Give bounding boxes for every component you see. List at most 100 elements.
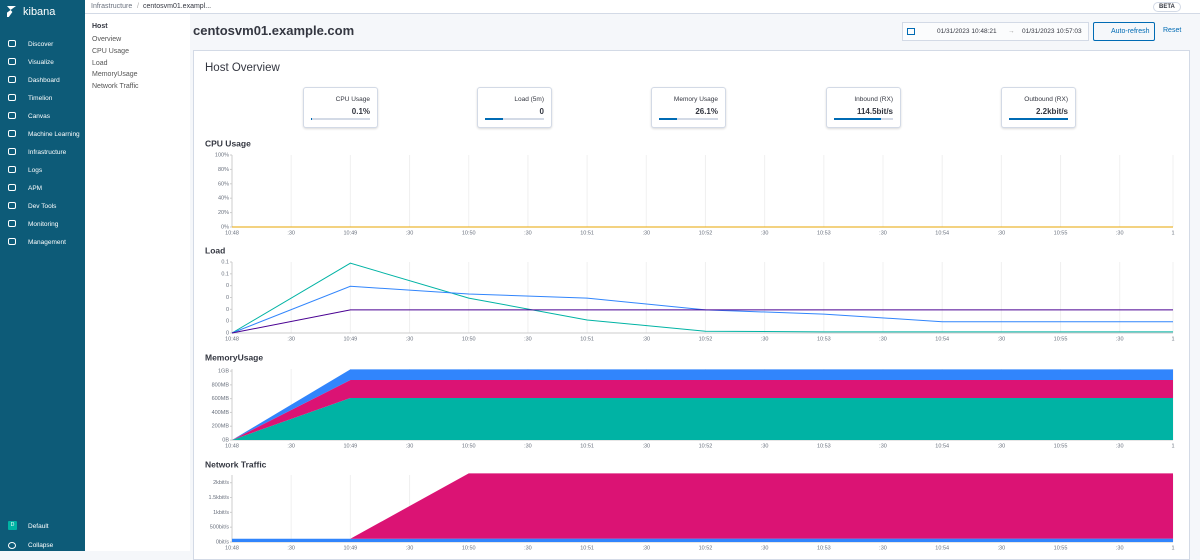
y-tick-label: 2kbit/s — [213, 480, 229, 486]
x-tick-label: 10:49 — [343, 336, 357, 342]
line — [231, 262, 1173, 334]
x-tick-label: :30 — [761, 336, 769, 342]
x-tick-label: :30 — [406, 336, 414, 342]
x-tick-label: :30 — [406, 230, 414, 236]
x-tick-label: 10:55 — [1054, 336, 1068, 342]
nav-icon — [8, 130, 16, 137]
subnav-item[interactable]: Overview — [92, 36, 122, 43]
subnav-item[interactable]: Load — [92, 59, 108, 67]
x-tick-label: :30 — [879, 336, 887, 342]
x-tick-label: 1 — [1171, 336, 1174, 342]
x-tick-label: :30 — [879, 443, 887, 449]
nav-item[interactable]: Management — [28, 239, 66, 246]
nav-item[interactable]: Machine Learning — [28, 131, 80, 138]
y-tick-label: 0B — [222, 437, 229, 443]
nav-item[interactable]: Discover — [28, 41, 54, 48]
x-tick-label: :30 — [1116, 545, 1124, 551]
metric-bar — [311, 118, 312, 120]
y-tick-label: 0 — [226, 307, 229, 313]
nav-item[interactable]: Dev Tools — [28, 203, 57, 210]
chart-title: Network Traffic — [205, 459, 267, 469]
x-tick-label: :30 — [287, 336, 295, 342]
nav-item[interactable]: Infrastructure — [28, 149, 67, 156]
x-tick-label: :30 — [287, 443, 295, 449]
y-tick-label: 400MB — [212, 410, 230, 416]
metric-bar — [1009, 118, 1068, 120]
space-label[interactable]: Default — [28, 523, 49, 530]
metric-card: Memory Usage 26.1% — [651, 87, 726, 128]
reset-button[interactable]: Reset — [1163, 27, 1182, 34]
x-tick-label: 10:53 — [817, 336, 831, 342]
y-tick-label: 600MB — [212, 396, 230, 402]
y-tick-label: 0.1 — [221, 259, 229, 265]
metric-bar — [834, 118, 882, 120]
separator: / — [137, 3, 139, 10]
subnav-item[interactable]: Network Traffic — [92, 83, 139, 91]
nav-item[interactable]: Dashboard — [28, 77, 60, 84]
area — [232, 380, 1173, 440]
sub-nav: Host Overview CPU Usage Load MemoryUsage Net… — [85, 14, 190, 551]
nav-icon — [8, 76, 16, 83]
x-tick-label: 10:53 — [817, 545, 831, 551]
nav-item[interactable]: Visualize — [28, 59, 54, 66]
metric-value: 26.1% — [695, 107, 718, 116]
x-tick-label: 10:53 — [817, 443, 831, 449]
date-picker[interactable]: 01/31/2023 10:48:21 → 01/31/2023 10:57:0… — [902, 22, 1089, 41]
y-tick-label: 0 — [226, 319, 229, 325]
x-tick-label: 10:50 — [462, 443, 476, 449]
x-tick-label: :30 — [998, 230, 1006, 236]
x-tick-label: 10:52 — [699, 230, 713, 236]
x-tick-label: :30 — [406, 443, 414, 449]
page-title: centosvm01.example.com — [193, 23, 355, 38]
calendar-icon[interactable] — [907, 28, 915, 35]
nav-item[interactable]: Timelion — [28, 95, 53, 102]
nav-icon — [8, 94, 16, 101]
space-badge[interactable]: D — [8, 521, 17, 530]
x-tick-label: :30 — [287, 545, 295, 551]
y-tick-label: 0 — [226, 283, 229, 289]
x-tick-label: 10:48 — [225, 336, 239, 342]
nav-item[interactable]: Logs — [28, 167, 43, 174]
x-tick-label: 10:48 — [225, 443, 239, 449]
x-tick-label: 10:55 — [1054, 230, 1068, 236]
x-tick-label: 10:54 — [935, 230, 949, 236]
x-tick-label: 10:55 — [1054, 443, 1068, 449]
metric-card: Inbound (RX) 114.5bit/s — [826, 87, 901, 128]
y-tick-label: 40% — [218, 196, 229, 202]
x-tick-label: 10:51 — [580, 545, 594, 551]
collapse[interactable]: Collapse — [28, 542, 54, 549]
metric-bar — [659, 118, 677, 120]
area — [232, 369, 1173, 440]
x-tick-label: 10:48 — [225, 545, 239, 551]
x-tick-label: :30 — [998, 336, 1006, 342]
logo — [7, 6, 16, 17]
subnav-item[interactable]: MemoryUsage — [92, 71, 138, 79]
area — [232, 538, 1173, 542]
x-tick-label: 10:55 — [1054, 545, 1068, 551]
nav-item[interactable]: APM — [28, 185, 43, 192]
subnav-title: Host — [92, 23, 108, 30]
y-tick-label: 500bit/s — [210, 525, 230, 531]
auto-refresh-button[interactable]: Auto-refresh — [1093, 22, 1155, 41]
x-tick-label: 10:50 — [462, 545, 476, 551]
nav-item[interactable]: Monitoring — [28, 221, 59, 228]
top-bar: Infrastructure / centosvm01.exampl... BE… — [85, 0, 1200, 14]
end-date[interactable]: 01/31/2023 10:57:03 — [1022, 28, 1082, 35]
y-tick-label: 200MB — [212, 424, 230, 430]
x-tick-label: :30 — [1116, 336, 1124, 342]
breadcrumb[interactable]: Infrastructure — [91, 3, 133, 10]
metric-track — [1009, 118, 1068, 120]
x-tick-label: 10:53 — [817, 230, 831, 236]
nav-item[interactable]: Canvas — [28, 113, 51, 120]
start-date[interactable]: 01/31/2023 10:48:21 — [937, 28, 997, 35]
y-tick-label: 0 — [226, 330, 229, 336]
x-tick-label: :30 — [524, 230, 532, 236]
chart-title: MemoryUsage — [205, 352, 263, 362]
metric-track — [659, 118, 718, 120]
x-tick-label: :30 — [1116, 230, 1124, 236]
x-tick-label: 10:48 — [225, 230, 239, 236]
metric-track — [311, 118, 370, 120]
subnav-item[interactable]: CPU Usage — [92, 47, 129, 55]
metric-label: Memory Usage — [673, 96, 718, 103]
